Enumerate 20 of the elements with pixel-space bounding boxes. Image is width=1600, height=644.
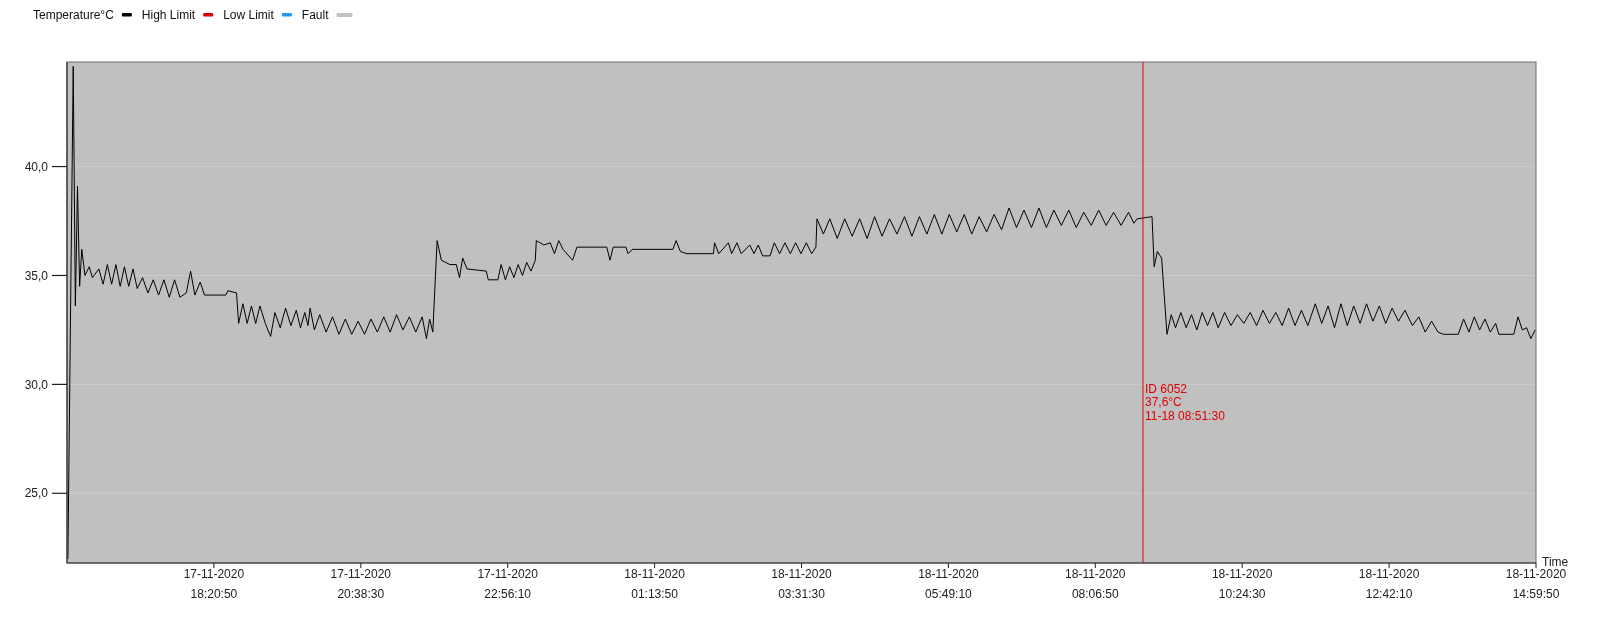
x-axis-title: Time [1542, 555, 1569, 569]
x-tick-label: 18-11-2020 08:06:50 [1065, 567, 1126, 601]
x-tick-label: 17-11-2020 20:38:30 [330, 567, 392, 601]
x-tick-label: 18-11-2020 12:42:10 [1358, 567, 1420, 601]
legend-label: Temperature°C [33, 8, 115, 22]
x-tick-label: 18-11-2020 01:13:50 [624, 567, 686, 601]
x-tick-label: 17-11-2020 18:20:50 [183, 567, 245, 601]
x-tick-label: 18-11-2020 10:24:30 [1211, 567, 1273, 601]
x-tick-label: 18-11-2020 03:31:30 [771, 567, 833, 601]
y-tick-label: 30,0 [24, 377, 49, 392]
x-tick-label: 18-11-2020 14:59:50 [1505, 567, 1567, 601]
legend-label: Low Limit [223, 8, 275, 22]
legend-label: Fault [301, 8, 330, 22]
x-tick-label: 17-11-2020 22:56:10 [477, 567, 539, 601]
x-tick-label: 18-11-2020 05:49:10 [918, 567, 979, 601]
y-tick-label: 25,0 [24, 486, 49, 501]
y-tick-label: 35,0 [24, 268, 49, 283]
y-tick-label: 40,0 [24, 159, 49, 174]
legend-label: High Limit [141, 8, 196, 22]
ref-line-label: ID 6052 37,6°C 11-18 08:51:30 [1144, 381, 1226, 423]
